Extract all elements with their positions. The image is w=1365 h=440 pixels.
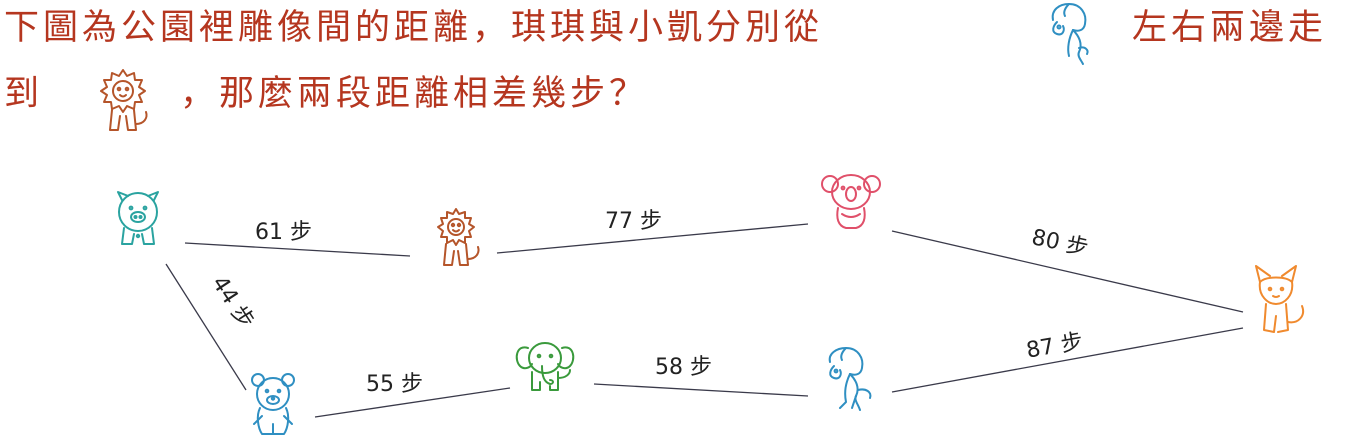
question-line-1-part-b: 左右兩邊走 (1132, 8, 1328, 48)
edge-label-lion-koala: 77 步 (605, 209, 662, 234)
edge-label-elephant-horse: 58 步 (655, 355, 712, 380)
edge-lion-koala (496, 223, 809, 254)
question-line-2-part-b: ，那麼兩段距離相差幾步？ (180, 74, 649, 114)
edge-label-pig-lion: 61 步 (255, 220, 312, 245)
horse-icon (828, 347, 872, 411)
edge-koala-fox (891, 230, 1244, 313)
lion-icon (437, 208, 480, 266)
fox-icon (1255, 265, 1304, 333)
edge-label-pig-bear: 44 步 (206, 272, 258, 333)
edge-bear-elephant (314, 387, 511, 418)
lion-icon (100, 69, 148, 131)
elephant-icon (515, 342, 575, 391)
edge-pig-bear (165, 263, 247, 391)
edge-horse-fox (891, 327, 1244, 393)
pig-icon (117, 191, 159, 245)
edge-pig-lion (184, 242, 411, 257)
bear-icon (251, 373, 295, 435)
edge-label-bear-elephant: 55 步 (366, 372, 423, 397)
question-line-2-part-a: 到 (4, 74, 44, 114)
edge-elephant-horse (593, 383, 809, 397)
horse-icon (1051, 3, 1089, 65)
edge-label-koala-fox: 80 步 (1029, 225, 1090, 261)
koala-icon (821, 174, 881, 229)
question-line-1-part-a: 下圖為公園裡雕像間的距離，琪琪與小凱分別從 (4, 8, 824, 48)
